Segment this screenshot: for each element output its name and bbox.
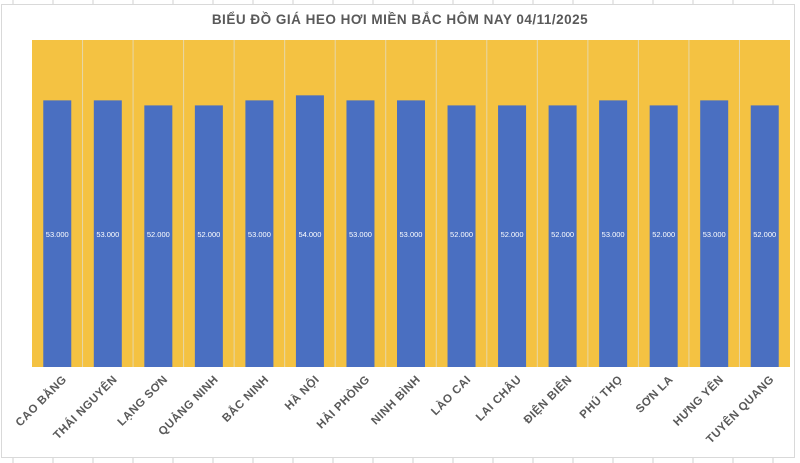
data-label: 53.000	[96, 230, 119, 239]
bar	[397, 100, 425, 367]
data-label: 53.000	[349, 230, 372, 239]
bar	[43, 100, 72, 367]
x-tick-label: ĐIỆN BIÊN	[521, 373, 574, 426]
data-label: 53.000	[248, 230, 271, 239]
data-label: 52.000	[652, 230, 675, 239]
x-tick-label: LẠNG SƠN	[116, 374, 171, 429]
data-label: 53.000	[400, 230, 423, 239]
x-tick-label: NINH BÌNH	[369, 373, 423, 427]
bar	[498, 105, 527, 368]
data-label: 52.000	[753, 230, 776, 239]
x-tick-label: BẮC NINH	[220, 373, 272, 425]
bar	[144, 105, 173, 368]
x-tick-label: SƠN LA	[634, 374, 676, 416]
x-tick-label: PHÚ THỌ	[577, 373, 625, 421]
bar	[295, 95, 324, 367]
x-tick-label: HẢI PHÒNG	[314, 373, 372, 431]
x-tick-label: CAO BẰNG	[13, 373, 69, 429]
chart-title: BIỂU ĐỒ GIÁ HEO HƠI MIỀN BẮC HÔM NAY 04/…	[211, 12, 589, 27]
bar	[750, 105, 779, 368]
data-label: 52.000	[147, 230, 170, 239]
data-label: 52.000	[501, 230, 524, 239]
bar	[649, 105, 678, 368]
bar	[548, 105, 577, 368]
bar	[700, 100, 729, 367]
bar	[194, 105, 223, 368]
x-tick-label: HÀ NỘI	[282, 373, 322, 413]
data-label: 53.000	[703, 230, 726, 239]
x-tick-label: HƯNG YÊN	[671, 373, 727, 429]
data-label: 53.000	[602, 230, 625, 239]
data-label: 52.000	[450, 230, 473, 239]
data-label: 52.000	[197, 230, 220, 239]
data-label: 54.000	[298, 230, 321, 239]
data-label: 52.000	[551, 230, 574, 239]
bar	[447, 105, 476, 368]
bar	[245, 100, 274, 367]
bar	[346, 100, 375, 367]
x-tick-label: LÀO CAI	[429, 373, 474, 418]
x-tick-label: LAI CHÂU	[473, 373, 524, 424]
data-label: 53.000	[46, 230, 69, 239]
bar	[599, 100, 628, 367]
bar	[93, 100, 122, 367]
